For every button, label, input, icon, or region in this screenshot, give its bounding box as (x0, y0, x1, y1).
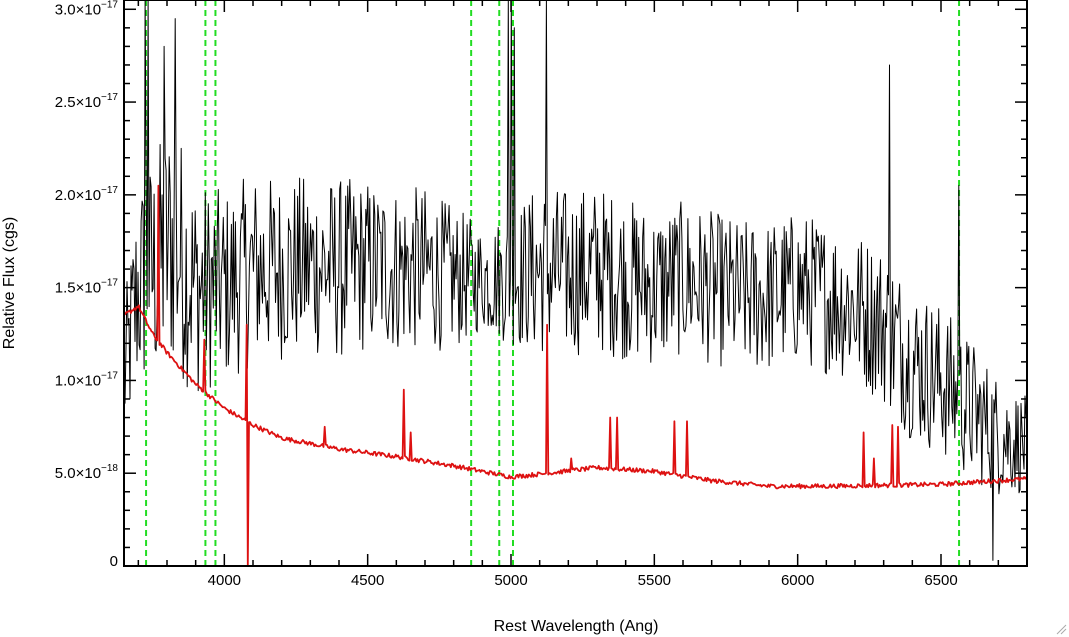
x-tick-label: 6500 (924, 572, 957, 589)
observed-spectrum-line (124, 0, 1027, 561)
spectrum-series (124, 0, 1027, 566)
y-tick-label: 5.0×10−18 (55, 463, 119, 482)
model-spectrum-line (124, 184, 1027, 566)
y-axis-label: Relative Flux (cgs) (1, 217, 18, 349)
x-axis-label: Rest Wavelength (Ang) (494, 618, 659, 635)
y-tick-label: 0 (110, 553, 118, 570)
x-tick-label: 5500 (638, 572, 671, 589)
x-tick-label: 6000 (781, 572, 814, 589)
y-tick-label: 3.0×10−17 (55, 0, 119, 18)
tick-labels: 4000 4500 5000 5500 6000 6500 0 5.0×10−18 1.0×10… (55, 0, 958, 589)
y-tick-label: 1.0×10−17 (55, 370, 119, 389)
x-tick-label: 4000 (208, 572, 241, 589)
plot-frame (123, 0, 1028, 567)
y-tick-label: 2.0×10−17 (55, 185, 119, 204)
resize-grip-icon[interactable] (1055, 623, 1067, 635)
y-tick-label: 1.5×10−17 (55, 278, 119, 297)
x-tick-label: 4500 (351, 572, 384, 589)
axis-ticks (124, 0, 1028, 567)
x-tick-label: 5000 (494, 572, 527, 589)
y-tick-label: 2.5×10−17 (55, 92, 119, 111)
